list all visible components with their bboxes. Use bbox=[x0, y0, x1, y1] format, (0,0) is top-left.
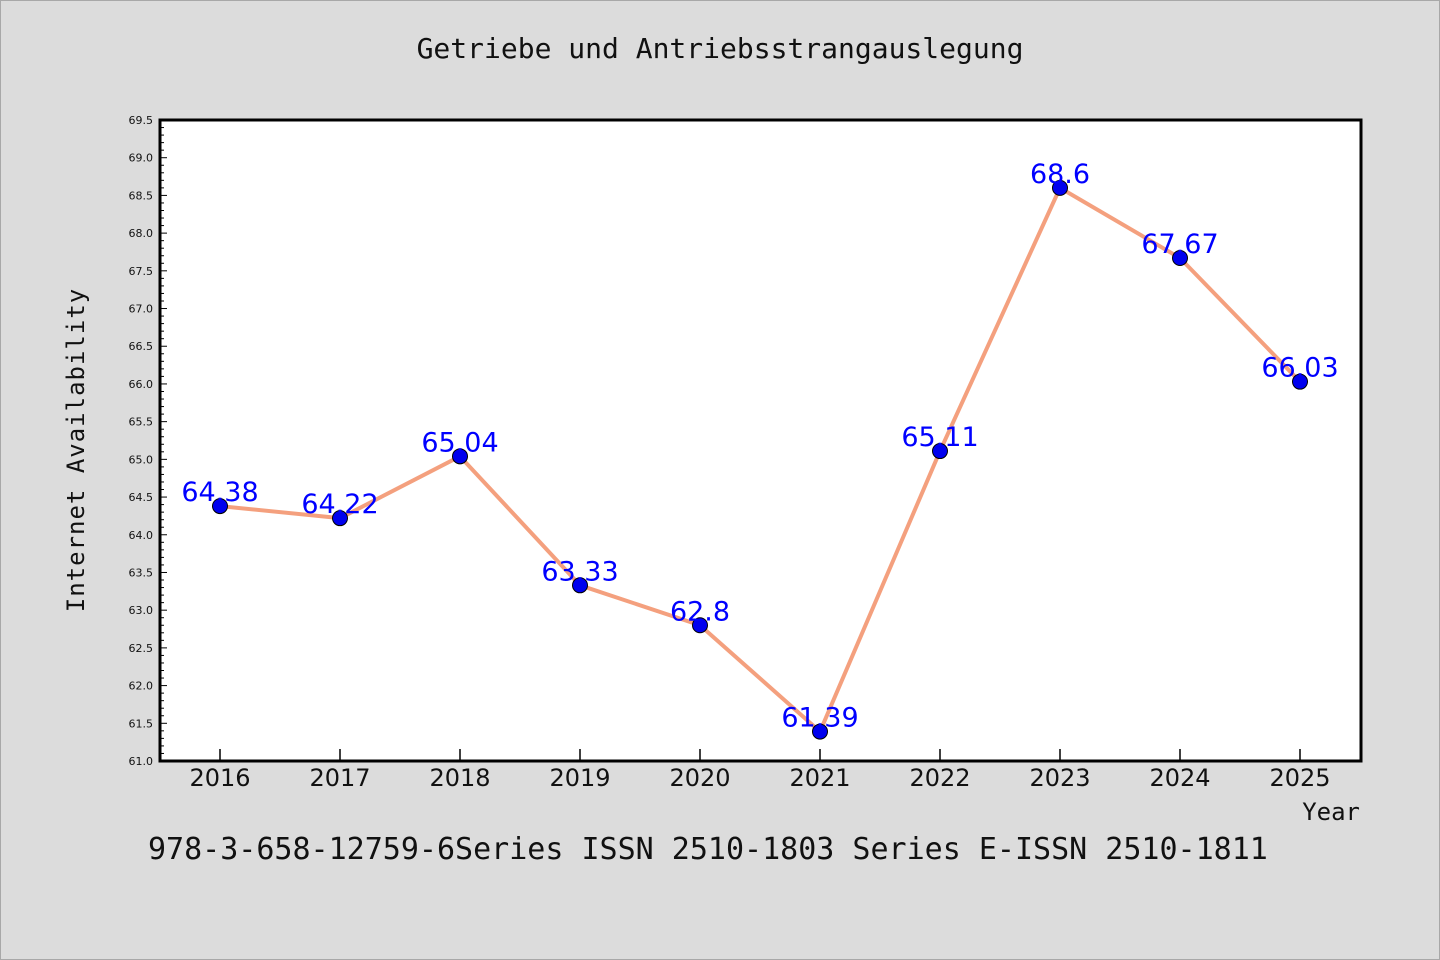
y-tick-label: 63.5 bbox=[129, 566, 154, 579]
x-axis-ticks: 2016 2017 2018 2019 2020 2021 2022 2023 2024 2025 bbox=[189, 749, 1331, 792]
data-point bbox=[1172, 250, 1188, 267]
y-tick-label: 64.0 bbox=[129, 529, 154, 542]
y-tick-label: 65.0 bbox=[129, 453, 154, 466]
x-tick-label: 2024 bbox=[1149, 764, 1210, 792]
x-tick-label: 2016 bbox=[189, 764, 250, 792]
y-tick-label: 65.5 bbox=[129, 416, 154, 429]
series-line bbox=[219, 185, 1302, 734]
y-tick-label: 68.5 bbox=[129, 189, 154, 202]
data-labels-group: 64.38 64.22 65.04 63.33 62.8 61.39 65.11 68.6 67… bbox=[181, 159, 1338, 734]
y-tick-label: 66.0 bbox=[129, 378, 154, 391]
x-tick-label: 2020 bbox=[669, 764, 730, 792]
x-tick-label: 2023 bbox=[1029, 764, 1090, 792]
y-tick-label: 61.0 bbox=[129, 755, 154, 768]
data-point bbox=[452, 448, 468, 465]
x-axis-label: Year bbox=[1302, 798, 1360, 826]
data-point bbox=[332, 510, 348, 527]
y-tick-label: 62.5 bbox=[129, 642, 154, 655]
data-label: 61.39 bbox=[781, 703, 858, 734]
data-label: 65.04 bbox=[421, 427, 498, 458]
chart-title: Getriebe und Antriebsstrangauslegung bbox=[416, 32, 1024, 65]
y-tick-label: 61.5 bbox=[129, 717, 154, 730]
y-tick-label: 69.0 bbox=[129, 152, 154, 165]
y-tick-label: 69.5 bbox=[129, 114, 154, 127]
data-label: 63.33 bbox=[541, 556, 618, 587]
y-tick-label: 63.0 bbox=[129, 604, 154, 617]
data-label: 64.22 bbox=[301, 489, 378, 520]
y-tick-label: 67.0 bbox=[129, 303, 154, 316]
y-tick-label: 66.5 bbox=[129, 340, 154, 353]
data-label: 65.11 bbox=[901, 422, 978, 453]
x-tick-label: 2025 bbox=[1269, 764, 1330, 792]
plot-area bbox=[158, 118, 1363, 763]
data-label: 67.67 bbox=[1141, 229, 1218, 260]
series-line-group bbox=[219, 185, 1302, 734]
x-tick-label: 2021 bbox=[789, 764, 850, 792]
data-label: 68.6 bbox=[1030, 159, 1090, 190]
data-point bbox=[692, 617, 708, 634]
data-point bbox=[1052, 179, 1068, 196]
y-tick-label: 67.5 bbox=[129, 265, 154, 278]
x-tick-label: 2022 bbox=[909, 764, 970, 792]
data-label: 66.03 bbox=[1261, 353, 1338, 384]
data-point bbox=[1292, 373, 1308, 390]
data-point bbox=[572, 577, 588, 594]
y-tick-label: 68.0 bbox=[129, 227, 154, 240]
data-point bbox=[932, 443, 948, 460]
y-axis-ticks: 61.0 61.5 62.0 62.5 63.0 63.5 64.0 64.5 65.0 65.5… bbox=[129, 114, 167, 768]
footer-isbn-issn: 978-3-658-12759-6Series ISSN 2510-1803 S… bbox=[148, 832, 1268, 867]
x-tick-label: 2019 bbox=[549, 764, 610, 792]
x-tick-label: 2017 bbox=[309, 764, 370, 792]
data-label: 64.38 bbox=[181, 477, 258, 508]
markers-group bbox=[212, 179, 1308, 740]
x-tick-label: 2018 bbox=[429, 764, 490, 792]
y-axis-label: Internet Availability bbox=[62, 288, 90, 612]
y-tick-label: 64.5 bbox=[129, 491, 154, 504]
y-tick-label: 62.0 bbox=[129, 680, 154, 693]
data-point bbox=[812, 723, 828, 740]
data-label: 62.8 bbox=[670, 596, 730, 627]
data-point bbox=[212, 498, 228, 515]
